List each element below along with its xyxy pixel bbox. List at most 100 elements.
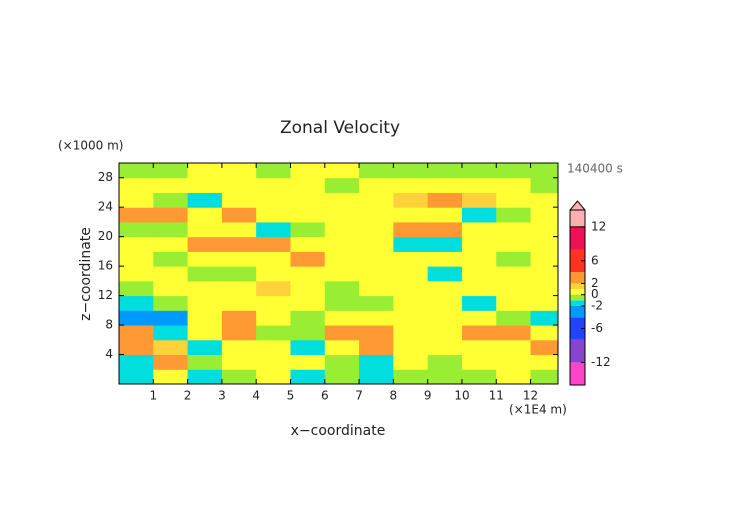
y-axis-label: z−coordinate [78,227,94,321]
colorbar-swatch [570,317,585,340]
cell [427,280,463,297]
colorbar-tick-label: -6 [591,321,603,335]
cell [530,192,559,208]
cell [221,280,257,297]
cell [119,192,154,208]
cell [290,251,326,267]
cell [427,310,463,326]
colorbar-tick-label: -2 [591,298,603,312]
cell [153,266,189,282]
x-tick-label: 11 [489,389,504,403]
cell [359,310,394,326]
cell [359,266,394,282]
cell [153,369,189,385]
cell [496,369,532,385]
cell [461,339,497,356]
y-tick-label: 24 [98,200,113,214]
cell [187,192,223,208]
colorbar-swatch [570,272,585,284]
cell [290,177,326,193]
y-tick-label: 16 [98,259,113,273]
cell [496,207,532,223]
x-tick-label: 5 [287,389,295,403]
cell [461,310,497,326]
cell [393,295,429,311]
cell [461,207,497,223]
cell [427,163,463,179]
x-tick-label: 6 [321,389,329,403]
x-tick-label: 2 [184,389,192,403]
cell [393,207,429,223]
colorbar-tick-label: 12 [591,219,606,233]
cell [119,354,154,370]
cell [256,339,291,356]
cell [187,266,223,282]
y-tick-label: 4 [105,347,113,361]
cell [187,207,223,223]
cell [461,325,497,341]
colorbar-swatch [570,339,585,363]
colorbar-tick-label: -12 [591,355,611,369]
cell [427,251,463,267]
cell [290,236,326,252]
cell [461,266,497,282]
cell [221,339,257,356]
cell [187,280,223,297]
cell [359,325,394,341]
cell [290,163,326,179]
cell [119,369,154,385]
cell [461,236,497,252]
cell [153,236,189,252]
cell [221,236,257,252]
cell [530,221,559,238]
y-tick-label: 28 [98,170,113,184]
cell [324,295,360,311]
cell [221,177,257,193]
cell [187,310,223,326]
cell [530,339,559,356]
cell [496,280,532,297]
cell [393,221,429,238]
cell [530,236,559,252]
cell [461,251,497,267]
cell [427,339,463,356]
cell [153,325,189,341]
cell [256,280,291,297]
cell [496,354,532,370]
cell [530,354,559,370]
cell [290,221,326,238]
cell [256,295,291,311]
x-axis-label: x−coordinate [291,423,386,439]
cell [393,369,429,385]
cell [221,163,257,179]
cell [324,266,360,282]
cell [256,310,291,326]
cell [153,251,189,267]
cell [153,310,189,326]
cell [153,221,189,238]
cell [119,251,154,267]
contour-field [119,163,559,385]
cell [187,339,223,356]
cell [530,266,559,282]
cell [324,192,360,208]
cell [187,236,223,252]
cell [256,163,291,179]
cell [187,163,223,179]
cell [221,266,257,282]
cell [461,280,497,297]
cell [324,207,360,223]
cell [461,354,497,370]
cell [256,192,291,208]
colorbar-swatch [570,294,585,301]
cell [290,369,326,385]
cell [119,295,154,311]
cell [324,339,360,356]
cell [324,163,360,179]
x-tick-label: 9 [424,389,432,403]
cell [496,221,532,238]
cell [153,192,189,208]
cell [119,280,154,297]
cell [256,177,291,193]
cell [153,354,189,370]
